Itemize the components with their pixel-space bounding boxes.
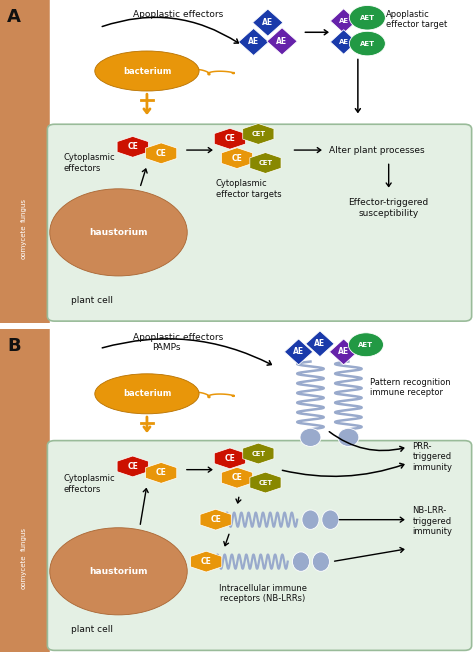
- Polygon shape: [306, 331, 334, 357]
- FancyBboxPatch shape: [47, 441, 472, 651]
- Text: CE: CE: [225, 134, 235, 143]
- Text: haustorium: haustorium: [89, 228, 148, 237]
- Text: plant cell: plant cell: [71, 296, 113, 305]
- Ellipse shape: [302, 510, 319, 529]
- Text: CE: CE: [201, 557, 211, 566]
- Ellipse shape: [300, 428, 321, 447]
- Text: CE: CE: [156, 149, 166, 158]
- Text: AET: AET: [358, 342, 374, 348]
- Text: plant cell: plant cell: [71, 625, 113, 634]
- Text: fungus: fungus: [21, 527, 27, 551]
- Ellipse shape: [312, 552, 329, 571]
- Text: A: A: [7, 8, 21, 26]
- Polygon shape: [221, 148, 253, 169]
- Polygon shape: [214, 448, 246, 469]
- Text: Effector-triggered
susceptibility: Effector-triggered susceptibility: [348, 198, 429, 218]
- Text: PRR-
triggered
immunity: PRR- triggered immunity: [412, 442, 452, 471]
- Text: Apoplastic
effector target: Apoplastic effector target: [386, 10, 447, 29]
- Ellipse shape: [349, 5, 385, 30]
- Ellipse shape: [95, 374, 199, 414]
- Text: Pattern recognition
immune receptor: Pattern recognition immune receptor: [370, 378, 450, 397]
- Text: bacterium: bacterium: [123, 389, 171, 398]
- Polygon shape: [250, 153, 281, 173]
- Ellipse shape: [50, 189, 187, 276]
- Text: CE: CE: [156, 468, 166, 477]
- Polygon shape: [243, 123, 274, 144]
- Text: Apoplastic effectors: Apoplastic effectors: [133, 333, 223, 342]
- Text: AET: AET: [360, 40, 375, 46]
- Polygon shape: [117, 456, 148, 477]
- Polygon shape: [250, 472, 281, 493]
- Polygon shape: [330, 8, 357, 33]
- Text: fungus: fungus: [21, 198, 27, 222]
- Ellipse shape: [24, 503, 76, 574]
- Text: AE: AE: [276, 37, 288, 46]
- Ellipse shape: [95, 51, 199, 91]
- Text: PAMPs: PAMPs: [152, 344, 180, 353]
- Text: Apoplastic effectors: Apoplastic effectors: [133, 10, 223, 19]
- Ellipse shape: [50, 527, 187, 615]
- Text: AE: AE: [248, 37, 259, 46]
- FancyBboxPatch shape: [0, 0, 50, 327]
- Text: AE: AE: [314, 339, 326, 348]
- Text: Cytoplasmic
effectors: Cytoplasmic effectors: [64, 475, 116, 494]
- Polygon shape: [191, 551, 222, 572]
- Text: oomycete: oomycete: [21, 225, 27, 259]
- Text: CE: CE: [232, 473, 242, 482]
- Ellipse shape: [292, 552, 310, 571]
- Text: AE: AE: [293, 348, 304, 357]
- Polygon shape: [214, 128, 246, 149]
- Polygon shape: [284, 339, 313, 364]
- Text: CE: CE: [128, 462, 138, 471]
- Text: bacterium: bacterium: [123, 67, 171, 76]
- Polygon shape: [146, 462, 177, 483]
- Polygon shape: [267, 28, 297, 55]
- Ellipse shape: [338, 428, 359, 447]
- Polygon shape: [146, 143, 177, 164]
- Polygon shape: [330, 30, 357, 54]
- Text: Cytoplasmic
effectors: Cytoplasmic effectors: [64, 153, 116, 173]
- Polygon shape: [329, 339, 358, 364]
- Ellipse shape: [24, 164, 76, 235]
- Polygon shape: [117, 136, 148, 157]
- Text: AE: AE: [338, 348, 349, 357]
- Text: B: B: [7, 337, 21, 355]
- Text: CET: CET: [251, 451, 265, 456]
- Text: CET: CET: [258, 480, 273, 486]
- Polygon shape: [243, 443, 274, 464]
- Polygon shape: [253, 9, 283, 36]
- Text: AE: AE: [338, 39, 349, 45]
- Text: AE: AE: [338, 18, 349, 24]
- Text: CET: CET: [251, 131, 265, 137]
- Text: Alter plant processes: Alter plant processes: [329, 145, 425, 155]
- Text: CE: CE: [225, 454, 235, 463]
- Text: CE: CE: [210, 515, 221, 524]
- Ellipse shape: [349, 31, 385, 56]
- Text: oomycete: oomycete: [21, 554, 27, 589]
- Text: CE: CE: [128, 142, 138, 151]
- Ellipse shape: [348, 333, 383, 357]
- FancyBboxPatch shape: [0, 325, 50, 652]
- Ellipse shape: [322, 510, 339, 529]
- Polygon shape: [221, 467, 253, 488]
- FancyBboxPatch shape: [47, 125, 472, 321]
- Polygon shape: [200, 509, 231, 530]
- Text: haustorium: haustorium: [89, 567, 148, 576]
- Text: NB-LRR-
triggered
immunity: NB-LRR- triggered immunity: [412, 507, 452, 536]
- Text: CE: CE: [232, 154, 242, 162]
- Text: AE: AE: [262, 18, 273, 27]
- Text: AET: AET: [360, 15, 375, 21]
- Polygon shape: [238, 29, 269, 55]
- Text: Intracellular immune
receptors (NB-LRRs): Intracellular immune receptors (NB-LRRs): [219, 584, 307, 603]
- Text: Cytoplasmic
effector targets: Cytoplasmic effector targets: [216, 179, 281, 198]
- Text: CET: CET: [258, 160, 273, 166]
